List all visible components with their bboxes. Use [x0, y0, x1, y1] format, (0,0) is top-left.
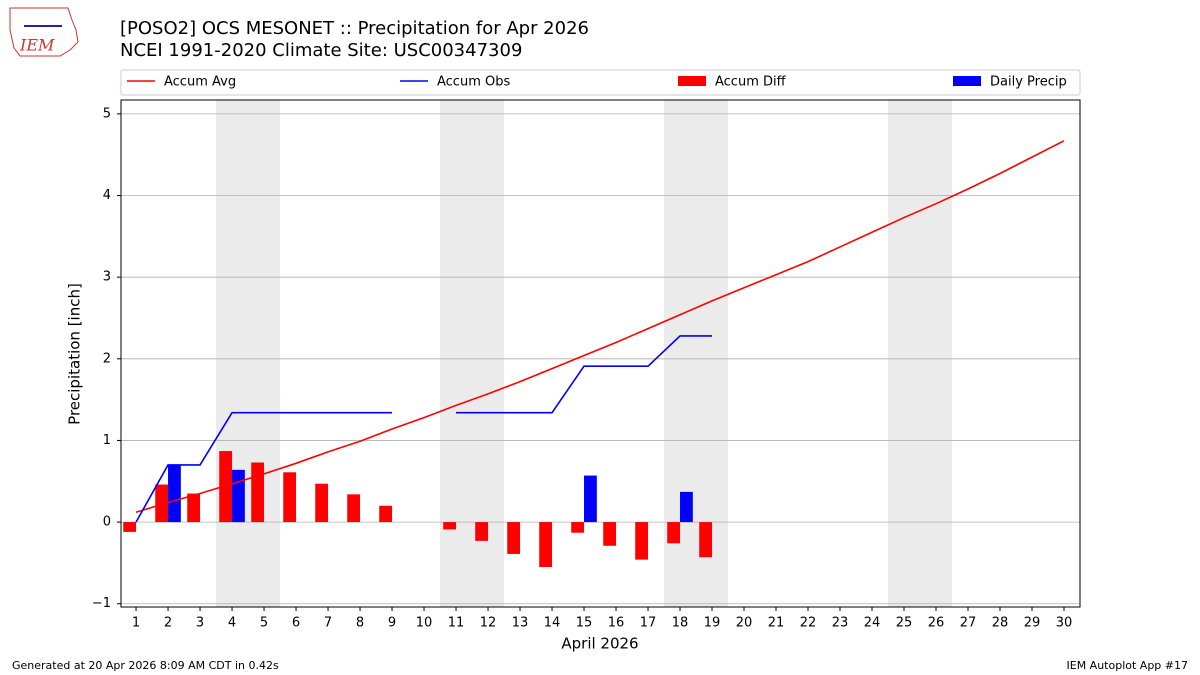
bar	[539, 522, 553, 567]
plot-frame	[120, 99, 1081, 608]
bar	[603, 522, 617, 546]
x-tick-label: 6	[292, 616, 300, 631]
y-tick-label: 3	[103, 270, 111, 285]
bar	[315, 483, 329, 523]
bar	[571, 522, 585, 533]
line-series	[135, 140, 1065, 514]
x-tick-label: 21	[768, 616, 785, 631]
x-tick-label: 2	[164, 616, 172, 631]
bar	[699, 522, 713, 558]
footer-right: IEM Autoplot App #17	[1067, 659, 1189, 672]
legend-label: Accum Obs	[437, 75, 510, 90]
x-tick-label: 24	[864, 616, 881, 631]
x-axis-label: April 2026	[561, 635, 638, 653]
x-tick-label: 20	[736, 616, 753, 631]
x-tick-label: 22	[800, 616, 817, 631]
weekend-span	[888, 100, 953, 607]
x-tick-label: 4	[228, 616, 236, 631]
bar	[680, 491, 693, 523]
bar	[219, 451, 233, 523]
x-tick-label: 28	[992, 616, 1009, 631]
x-tick-label: 16	[608, 616, 625, 631]
x-tick-label: 15	[576, 616, 593, 631]
x-tick-label: 27	[960, 616, 977, 631]
bar	[187, 493, 201, 523]
bar	[232, 469, 245, 523]
x-tick-label: 13	[512, 616, 529, 631]
bar	[584, 475, 597, 523]
y-tick-label: 2	[103, 351, 111, 366]
y-tick-label: 1	[103, 433, 111, 448]
x-tick-label: 8	[356, 616, 364, 631]
legend-box	[120, 69, 1081, 96]
x-tick-label: 3	[196, 616, 204, 631]
legend-label: Accum Avg	[164, 75, 236, 90]
legend-swatch	[953, 76, 981, 86]
legend-label: Daily Precip	[990, 75, 1067, 90]
bar	[635, 522, 649, 560]
bar	[507, 522, 521, 554]
x-tick-label: 12	[480, 616, 497, 631]
legend-swatch	[678, 76, 706, 86]
y-axis-label: Precipitation [inch]	[66, 283, 84, 425]
x-tick-label: 1	[132, 616, 140, 631]
bar	[251, 462, 265, 523]
bar	[667, 522, 681, 544]
x-tick-label: 23	[832, 616, 849, 631]
chart-subtitle: NCEI 1991-2020 Climate Site: USC00347309	[120, 40, 522, 61]
bar	[443, 522, 457, 530]
logo: IEM	[9, 7, 79, 57]
y-tick-label: 5	[103, 106, 111, 121]
legend-label: Accum Diff	[715, 75, 787, 90]
x-tick-label: 14	[544, 616, 561, 631]
x-tick-label: 11	[448, 616, 465, 631]
x-tick-label: 10	[416, 616, 433, 631]
logo-text: IEM	[19, 36, 55, 55]
bar	[168, 464, 181, 523]
x-tick-label: 17	[640, 616, 657, 631]
footer-left: Generated at 20 Apr 2026 8:09 AM CDT in …	[12, 659, 279, 672]
weekend-span	[216, 100, 281, 607]
line-series	[135, 335, 713, 523]
y-tick-label: 0	[103, 515, 111, 530]
bar	[155, 484, 169, 523]
bar	[123, 522, 137, 532]
x-tick-label: 30	[1056, 616, 1073, 631]
x-tick-label: 26	[928, 616, 945, 631]
bar	[347, 494, 361, 523]
y-tick-label: 4	[103, 188, 111, 203]
chart-title: [POSO2] OCS MESONET :: Precipitation for…	[120, 18, 589, 39]
x-tick-label: 18	[672, 616, 689, 631]
x-tick-label: 5	[260, 616, 268, 631]
y-tick-label: −1	[92, 596, 111, 611]
bar	[379, 505, 393, 523]
x-tick-label: 29	[1024, 616, 1041, 631]
x-tick-label: 25	[896, 616, 913, 631]
x-tick-label: 19	[704, 616, 721, 631]
x-tick-label: 7	[324, 616, 332, 631]
bar	[283, 472, 297, 523]
bar	[475, 522, 489, 541]
x-tick-label: 9	[388, 616, 396, 631]
weekend-span	[440, 100, 505, 607]
